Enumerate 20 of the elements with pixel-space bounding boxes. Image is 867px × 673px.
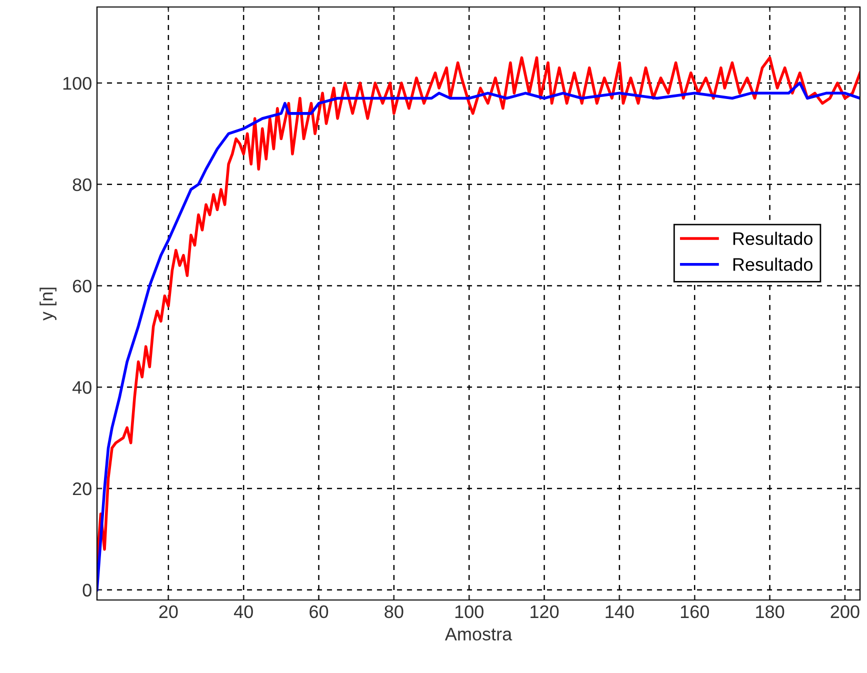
y-tick-label: 80 bbox=[72, 178, 92, 192]
y-axis-title: y [n] bbox=[40, 288, 56, 321]
legend-label: Resultado bbox=[733, 232, 812, 246]
x-tick-label: 40 bbox=[234, 605, 253, 618]
x-tick-label: 180 bbox=[756, 605, 784, 618]
x-tick-label: 80 bbox=[384, 605, 404, 618]
y-tick-label: 20 bbox=[72, 482, 92, 496]
legend-label: Resultado bbox=[733, 258, 812, 271]
x-tick-label: 140 bbox=[606, 605, 634, 618]
y-tick-label: 0 bbox=[82, 584, 92, 597]
x-tick-label: 200 bbox=[830, 605, 860, 618]
x-tick-label: 160 bbox=[680, 605, 709, 618]
x-tick-label: 120 bbox=[530, 605, 559, 618]
x-tick-label: 60 bbox=[310, 605, 328, 618]
y-tick-label: 40 bbox=[72, 381, 92, 394]
y-tick-label: 60 bbox=[72, 280, 92, 292]
x-tick-label: 100 bbox=[455, 605, 484, 618]
y-tick-label: 100 bbox=[63, 76, 92, 90]
x-tick-label: 20 bbox=[159, 605, 178, 618]
x-axis-title: Amostra bbox=[444, 628, 512, 641]
